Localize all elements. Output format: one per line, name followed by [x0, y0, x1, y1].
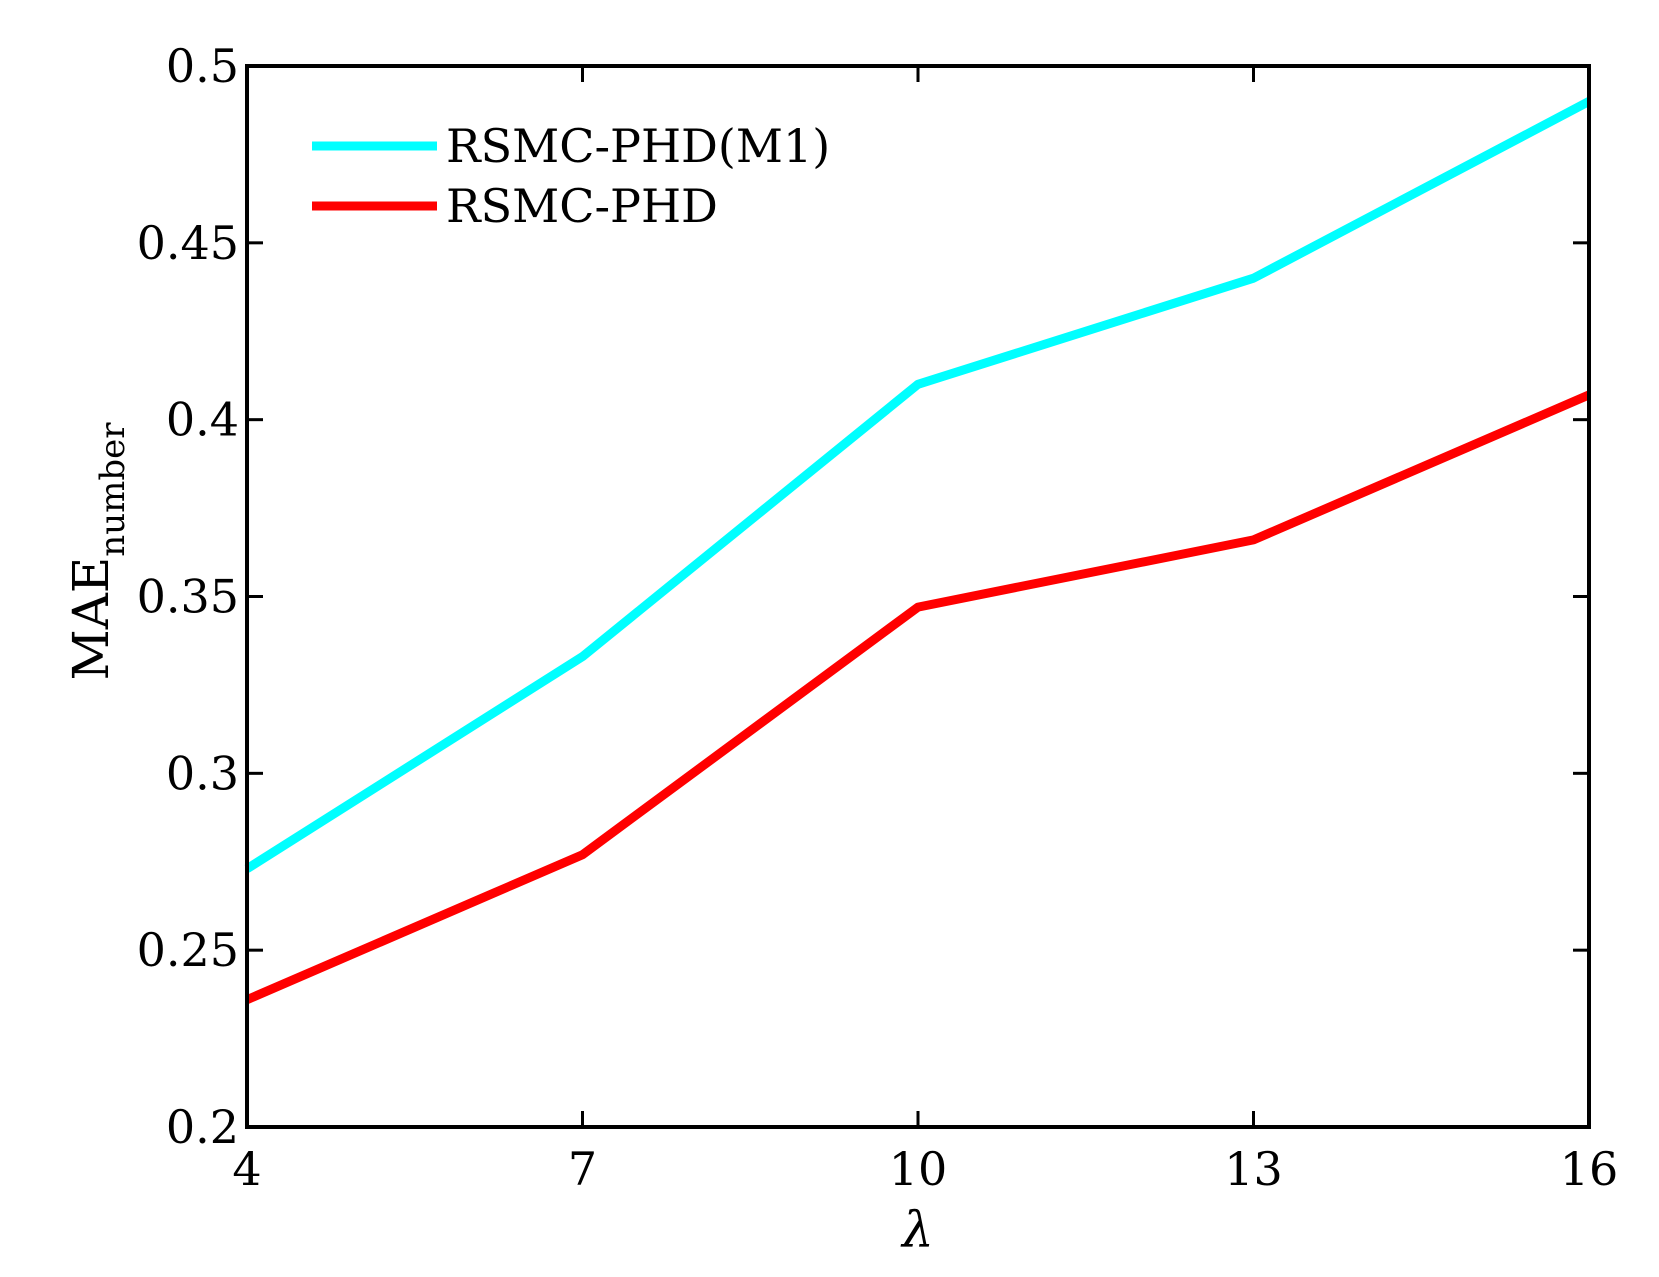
- y-axis-label: MAEnumber: [62, 422, 133, 681]
- x-tick-label: 16: [1560, 1142, 1619, 1196]
- series-layer: [244, 97, 1592, 1004]
- tick-labels: 4 7 10 13 16 0.2 0.25 0.3 0.35 0.4 0.45 0.5: [137, 39, 1619, 1196]
- ticks-layer: [245, 64, 1591, 1129]
- legend: RSMC-PHD(M1) RSMC-PHD: [312, 119, 830, 233]
- x-axis-label: λ: [900, 1201, 934, 1259]
- y-tick-label: 0.3: [166, 746, 239, 800]
- x-tick-label: 10: [889, 1142, 948, 1196]
- x-tick-label: 4: [232, 1142, 261, 1196]
- y-tick-label: 0.45: [137, 216, 239, 270]
- legend-label-rsmc-phd-m1: RSMC-PHD(M1): [446, 119, 830, 173]
- legend-label-rsmc-phd: RSMC-PHD: [446, 179, 718, 233]
- y-axis-label-subscript: number: [93, 422, 133, 557]
- y-tick-label: 0.4: [166, 393, 239, 447]
- series-line-rsmc-phd: [245, 390, 1591, 1004]
- y-tick-label: 0.2: [166, 1100, 239, 1154]
- x-tick-label: 7: [568, 1142, 597, 1196]
- y-tick-label: 0.25: [137, 923, 239, 977]
- y-axis-label-main: MAE: [62, 557, 120, 681]
- series-line-rsmc-phd-m1: [244, 97, 1592, 873]
- x-tick-label: 13: [1224, 1142, 1283, 1196]
- svg-text:MAEnumber: MAEnumber: [62, 422, 133, 681]
- y-tick-label: 0.5: [166, 39, 239, 93]
- y-tick-label: 0.35: [137, 570, 239, 624]
